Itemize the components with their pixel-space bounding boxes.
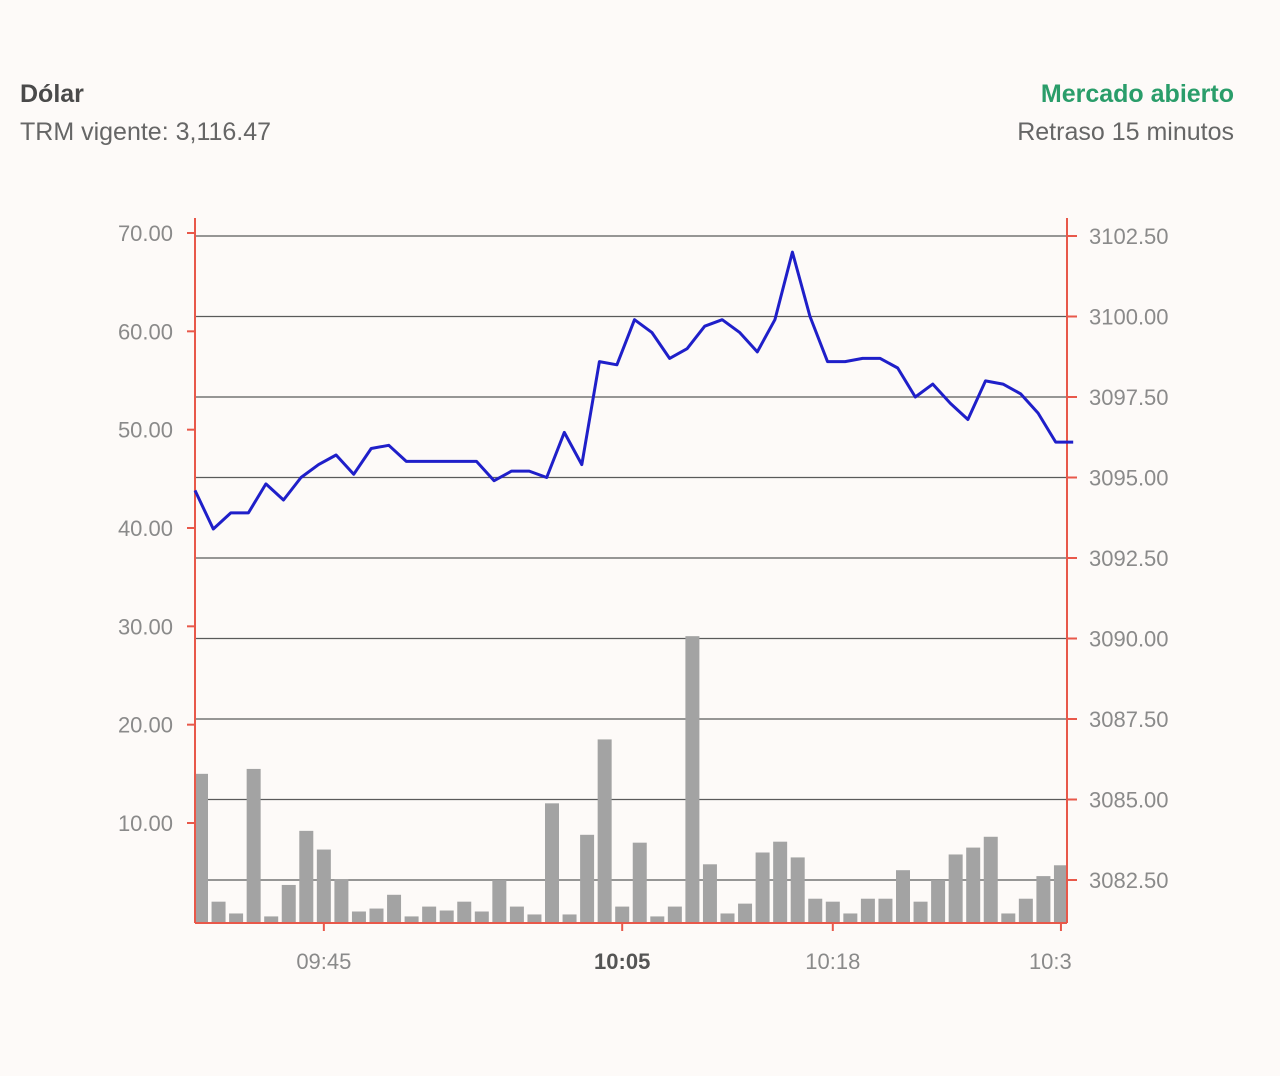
volume-bar [755, 852, 770, 923]
volume-bar [299, 830, 314, 923]
volume-bar [790, 857, 805, 923]
right-tick-label: 3095.00 [1089, 466, 1169, 491]
volume-bar [913, 901, 928, 923]
left-tick-label: 20.00 [118, 713, 173, 738]
left-axis-labels: 70.00 60.00 50.00 40.00 30.00 20.00 10.00 [118, 221, 195, 836]
right-tick-label: 3090.00 [1089, 627, 1169, 652]
volume-bar [492, 880, 507, 923]
volume-bar [562, 914, 577, 923]
volume-bar [422, 906, 437, 923]
volume-bar [966, 847, 981, 923]
volume-bar [1036, 876, 1051, 923]
volume-bar [650, 916, 665, 923]
volume-bar [439, 910, 454, 923]
volume-bar [316, 849, 331, 923]
volume-bar [545, 803, 559, 923]
left-tick-label: 70.00 [118, 221, 173, 246]
volume-bar [369, 908, 384, 923]
left-tick-label: 10.00 [118, 811, 173, 836]
volume-bar [474, 911, 489, 923]
volume-bar [387, 894, 402, 923]
volume-bar [246, 768, 261, 923]
volume-bar [720, 913, 735, 923]
volume-bar [685, 636, 700, 923]
volume-bar [281, 884, 296, 923]
right-axis-labels: 3102.50 3100.00 3097.50 3095.00 3092.50 3090.… [1067, 224, 1169, 893]
volume-bar [457, 901, 472, 923]
volume-bar [983, 836, 998, 923]
right-tick-label: 3092.50 [1089, 546, 1169, 571]
volume-bar [509, 906, 524, 923]
right-tick-label: 3085.00 [1089, 788, 1169, 813]
price-line [193, 250, 1074, 531]
chart-axes [194, 218, 1068, 924]
instrument-title: Dólar [20, 80, 84, 108]
instrument-header: Dólar TRM vigente: 3,116.47 [20, 76, 271, 154]
x-tick-label: 10:18 [805, 949, 860, 974]
volume-bar [931, 880, 946, 923]
volume-bar [597, 739, 612, 923]
x-tick-label: 10:3 [1029, 949, 1072, 974]
trm-label: TRM vigente: 3,116.47 [20, 118, 272, 146]
volume-bar [825, 901, 840, 923]
volume-bar [948, 854, 963, 923]
volume-bar [860, 898, 875, 923]
right-tick-label: 3082.50 [1089, 868, 1169, 893]
left-tick-label: 30.00 [118, 614, 173, 639]
right-tick-label: 3097.50 [1089, 385, 1169, 410]
volume-bar [351, 911, 366, 923]
right-tick-label: 3087.50 [1089, 707, 1169, 732]
left-tick-label: 50.00 [118, 418, 173, 443]
volume-bar [615, 906, 630, 923]
volume-bars [194, 636, 1068, 923]
volume-bar [229, 913, 244, 923]
volume-bar [1001, 913, 1016, 923]
volume-bar [738, 903, 753, 923]
volume-bar [808, 898, 823, 923]
volume-bar [896, 870, 910, 923]
right-tick-label: 3100.00 [1089, 305, 1169, 330]
volume-bar [878, 898, 893, 923]
delay-label: Retraso 15 minutos [1017, 118, 1234, 146]
volume-bar [527, 914, 542, 923]
market-info: Mercado abierto Retraso 15 minutos [1017, 76, 1234, 154]
volume-bar [211, 901, 226, 923]
volume-bar [404, 916, 419, 923]
volume-bar [1053, 865, 1068, 923]
volume-bar [580, 834, 595, 923]
x-axis-labels: 09:45 10:05 10:18 10:3 [296, 923, 1072, 974]
volume-bar [632, 842, 647, 923]
x-tick-label: 10:05 [594, 949, 650, 974]
market-status: Mercado abierto [1040, 80, 1234, 108]
volume-bar [702, 864, 717, 923]
volume-bar [194, 773, 208, 923]
x-tick-label: 09:45 [296, 949, 351, 974]
volume-bar [334, 879, 349, 923]
right-tick-label: 3102.50 [1089, 224, 1169, 249]
volume-bar [843, 913, 858, 923]
volume-bar [264, 916, 279, 923]
volume-bar [773, 841, 788, 923]
left-tick-label: 40.00 [118, 516, 173, 541]
volume-bar [1018, 898, 1033, 923]
volume-bar [667, 906, 682, 923]
left-tick-label: 60.00 [118, 319, 173, 344]
